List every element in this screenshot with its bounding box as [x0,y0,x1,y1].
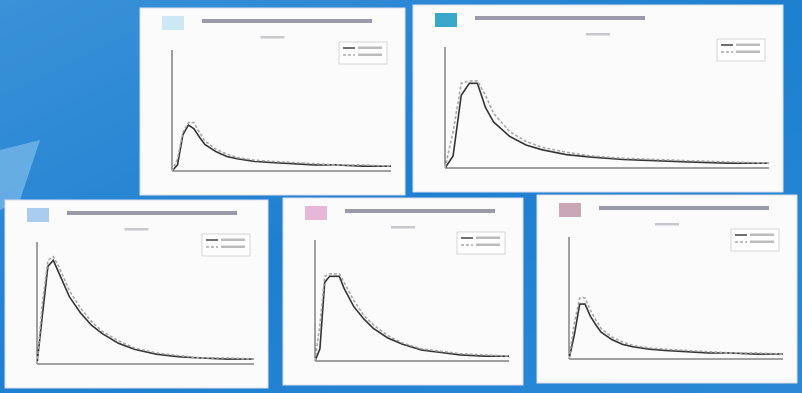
title-placeholder [67,211,237,215]
chart-panel [282,197,524,386]
subtitle-placeholder [124,228,149,231]
subtitle-placeholder [391,226,415,229]
legend-text-placeholder [750,233,774,236]
data-line [568,297,784,360]
legend-text-placeholder [221,245,245,248]
data-line [444,82,769,169]
chart-panel [139,7,406,196]
title-placeholder [475,16,645,20]
panel-card [412,4,784,193]
title-placeholder [345,209,495,213]
legend-text-placeholder [358,46,382,49]
title-placeholder [599,206,769,210]
legend-text-placeholder [221,238,245,241]
chart-panel [412,4,784,193]
panel-card [282,197,524,386]
title-placeholder [202,19,372,23]
subtitle-placeholder [655,223,679,226]
legend [716,38,766,62]
data-line [314,273,510,362]
panel-tag [435,13,457,27]
data-line [36,255,255,365]
panel-tag [162,16,184,30]
panel-tag [559,203,581,217]
data-line [314,275,509,362]
legend-text-placeholder [476,236,500,239]
legend-text-placeholder [358,53,382,56]
panel-card [139,7,406,196]
panel-tag [305,206,327,220]
background-shape [0,140,40,210]
panel-tag [27,208,49,222]
legend-text-placeholder [736,43,760,46]
panel-card [536,194,798,384]
chart-panel [536,194,798,384]
legend [730,228,780,252]
legend-text-placeholder [476,243,500,246]
chart-panel [4,199,269,389]
data-line [444,80,770,169]
panel-card [4,199,269,389]
legend [201,233,251,257]
subtitle-placeholder [260,36,285,39]
legend-text-placeholder [736,50,760,53]
legend-text-placeholder [750,240,774,243]
data-line [171,121,392,172]
subtitle-placeholder [586,33,610,36]
legend [456,231,506,255]
legend [338,41,388,65]
data-line [36,258,254,365]
